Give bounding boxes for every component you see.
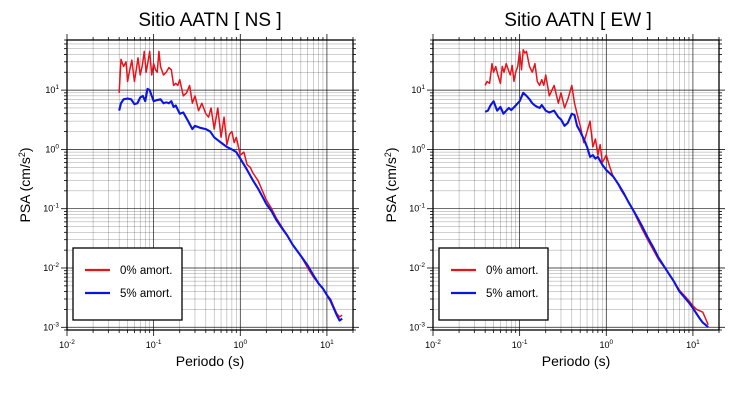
- axis-ticks: [427, 34, 725, 336]
- x-tick-labels: 10-2 10-1 100 101: [425, 339, 700, 350]
- y-axis-label: PSA (cm/s2): [383, 147, 399, 222]
- legend-label-0pct: 0% amort.: [486, 265, 538, 277]
- y-tick-label: 10-1: [43, 203, 59, 214]
- x-tick-label: 101: [686, 339, 700, 350]
- legend: 0% amort. 5% amort.: [72, 247, 183, 321]
- y-tick-label: 101: [411, 84, 425, 95]
- x-tick-labels: 10-2 10-1 100 101: [59, 339, 334, 350]
- legend: 0% amort. 5% amort.: [438, 247, 549, 321]
- y-tick-label: 10-3: [409, 321, 425, 332]
- chart-panel-ew: Sitio AATN [ EW ] 10-2 10-1 100 101 10-3…: [383, 10, 725, 369]
- y-tick-label: 10-3: [43, 321, 59, 332]
- y-tick-label: 100: [45, 143, 59, 154]
- chart-title: Sitio AATN [ EW ]: [504, 10, 651, 31]
- x-tick-label: 10-1: [512, 339, 528, 350]
- legend-label-5pct: 5% amort.: [486, 288, 538, 300]
- chart-title: Sitio AATN [ NS ]: [138, 10, 281, 31]
- x-tick-label: 100: [233, 339, 247, 350]
- x-tick-label: 101: [320, 339, 334, 350]
- x-tick-label: 10-1: [146, 339, 162, 350]
- x-axis-label: Periodo (s): [542, 353, 610, 369]
- y-tick-label: 101: [45, 84, 59, 95]
- x-tick-label: 10-2: [59, 339, 75, 350]
- plot-area: [61, 34, 359, 336]
- legend-box: [72, 247, 183, 321]
- series-lines: [484, 48, 709, 329]
- series-lines: [118, 50, 343, 322]
- y-tick-label: 100: [411, 143, 425, 154]
- x-tick-label: 100: [599, 339, 613, 350]
- series-line-5pct: [118, 87, 343, 322]
- plot-frame: [66, 39, 354, 331]
- legend-label-0pct: 0% amort.: [120, 265, 172, 277]
- series-line-5pct: [484, 91, 709, 329]
- x-axis-label: Periodo (s): [176, 353, 244, 369]
- y-tick-labels: 10-3 10-2 10-1 100 101: [43, 84, 59, 332]
- grid-lines: [66, 39, 354, 331]
- y-axis-label: PSA (cm/s2): [17, 147, 33, 222]
- axis-ticks: [61, 34, 359, 336]
- y-tick-labels: 10-3 10-2 10-1 100 101: [409, 84, 425, 332]
- x-tick-label: 10-2: [425, 339, 441, 350]
- legend-box: [438, 247, 549, 321]
- legend-label-5pct: 5% amort.: [120, 288, 172, 300]
- plot-area: [427, 34, 725, 336]
- y-tick-label: 10-1: [409, 203, 425, 214]
- chart-panel-ns: Sitio AATN [ NS ] 10-2 10-1 100 101 10-3…: [17, 10, 359, 369]
- plot-frame: [432, 39, 720, 331]
- y-tick-label: 10-2: [409, 262, 425, 273]
- y-tick-label: 10-2: [43, 262, 59, 273]
